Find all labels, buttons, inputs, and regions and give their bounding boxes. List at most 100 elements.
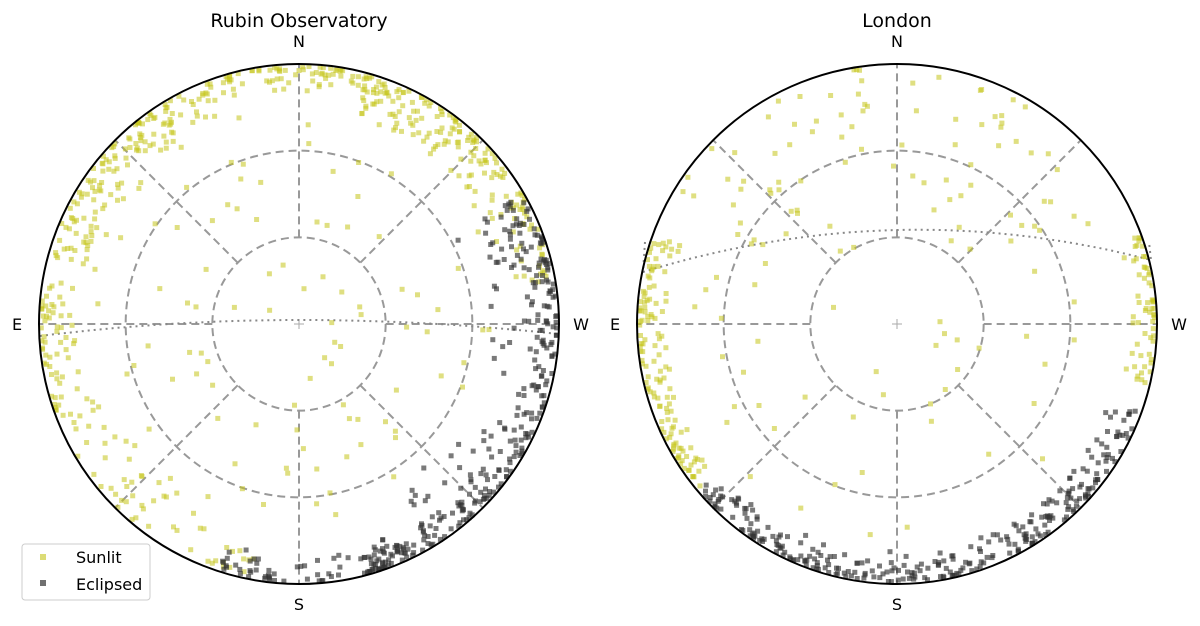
eclipsed-point	[518, 424, 524, 430]
eclipsed-point	[543, 382, 549, 388]
sunlit-point	[832, 482, 838, 488]
eclipsed-point	[504, 207, 510, 213]
sunlit-point	[675, 248, 681, 254]
sunlit-point	[456, 173, 462, 179]
eclipsed-point	[736, 496, 742, 502]
sunlit-point	[56, 402, 62, 408]
eclipsed-point	[265, 572, 271, 578]
terminator-line	[641, 228, 1153, 274]
eclipsed-point	[947, 569, 953, 575]
sunlit-point	[231, 304, 237, 310]
sunlit-point	[718, 315, 724, 321]
sunlit-point	[651, 264, 657, 270]
sunlit-point	[1135, 373, 1141, 379]
sunlit-point	[1136, 300, 1142, 305]
eclipsed-point	[810, 546, 816, 552]
plot-title: London	[862, 10, 932, 32]
sunlit-point	[46, 308, 52, 314]
eclipsed-point	[457, 520, 463, 526]
sunlit-point	[332, 339, 338, 345]
sunlit-point	[382, 90, 388, 96]
sunlit-point	[189, 99, 194, 104]
eclipsed-point	[877, 563, 882, 569]
eclipsed-point	[703, 482, 709, 488]
eclipsed-point	[243, 547, 249, 553]
sunlit-point	[406, 88, 412, 94]
sunlit-point	[396, 109, 402, 115]
eclipsed-point	[304, 576, 310, 582]
eclipsed-point	[1004, 534, 1010, 540]
sunlit-point	[651, 390, 657, 396]
eclipsed-point	[748, 502, 754, 508]
eclipsed-point	[518, 437, 524, 443]
sunlit-point	[1140, 243, 1146, 249]
sunlit-point	[1042, 361, 1048, 367]
eclipsed-point	[1049, 498, 1055, 504]
sunlit-point	[1142, 364, 1148, 370]
eclipsed-point	[501, 370, 507, 376]
sunlit-point	[943, 177, 949, 183]
sunlit-point	[684, 454, 690, 459]
eclipsed-point	[377, 548, 383, 554]
eclipsed-point	[911, 570, 917, 576]
eclipsed-point	[1090, 485, 1096, 491]
sunlit-point	[213, 558, 219, 564]
sunlit-point	[543, 273, 549, 279]
eclipsed-point	[429, 514, 435, 520]
eclipsed-point	[478, 489, 484, 495]
sunlit-point	[476, 158, 482, 164]
sunlit-point	[474, 135, 479, 141]
sunlit-point	[664, 409, 670, 415]
sunlit-point	[642, 299, 648, 305]
sunlit-point	[126, 456, 132, 462]
eclipsed-point	[765, 524, 771, 530]
legend-label-sunlit: Sunlit	[76, 548, 122, 567]
sunlit-point	[71, 341, 77, 347]
eclipsed-point	[361, 554, 367, 560]
sunlit-point	[319, 70, 325, 76]
eclipsed-point	[490, 337, 496, 343]
sunlit-point	[113, 491, 119, 497]
sunlit-point	[671, 446, 676, 452]
eclipsed-point	[1094, 437, 1100, 443]
sunlit-point	[1148, 360, 1154, 366]
eclipsed-point	[534, 232, 540, 238]
sunlit-point	[464, 184, 470, 190]
eclipsed-point	[1070, 486, 1076, 492]
sunlit-point	[51, 401, 57, 407]
eclipsed-point	[770, 533, 776, 539]
sunlit-point	[416, 130, 422, 136]
eclipsed-point	[220, 559, 226, 565]
sunlit-point	[79, 191, 85, 197]
sunlit-point	[304, 88, 310, 94]
eclipsed-point	[472, 484, 478, 490]
sunlit-point	[54, 328, 60, 334]
sunlit-point	[659, 333, 665, 339]
sunlit-point	[227, 79, 233, 85]
sunlit-point	[106, 159, 112, 165]
eclipsed-point	[536, 264, 541, 270]
sunlit-point	[408, 120, 414, 126]
sunlit-point	[680, 189, 686, 195]
sunlit-point	[203, 114, 208, 120]
sunlit-point	[230, 86, 236, 92]
sunlit-point	[1146, 272, 1152, 278]
sunlit-point	[529, 277, 535, 283]
sunlit-point	[204, 81, 210, 87]
sunlit-point	[42, 318, 48, 324]
sunlit-point	[316, 82, 322, 88]
sunlit-point	[519, 192, 525, 198]
eclipsed-point	[237, 566, 243, 572]
sunlit-point	[491, 169, 497, 175]
sunlit-point	[97, 182, 103, 188]
eclipsed-point	[263, 574, 268, 580]
eclipsed-point	[905, 569, 910, 575]
eclipsed-point	[814, 566, 820, 572]
eclipsed-point	[491, 283, 497, 289]
sunlit-point	[60, 412, 66, 418]
sunlit-point	[838, 112, 844, 118]
eclipsed-point	[966, 561, 972, 567]
sunlit-point	[411, 108, 417, 114]
eclipsed-point	[1015, 548, 1021, 554]
sunlit-point	[96, 404, 102, 410]
